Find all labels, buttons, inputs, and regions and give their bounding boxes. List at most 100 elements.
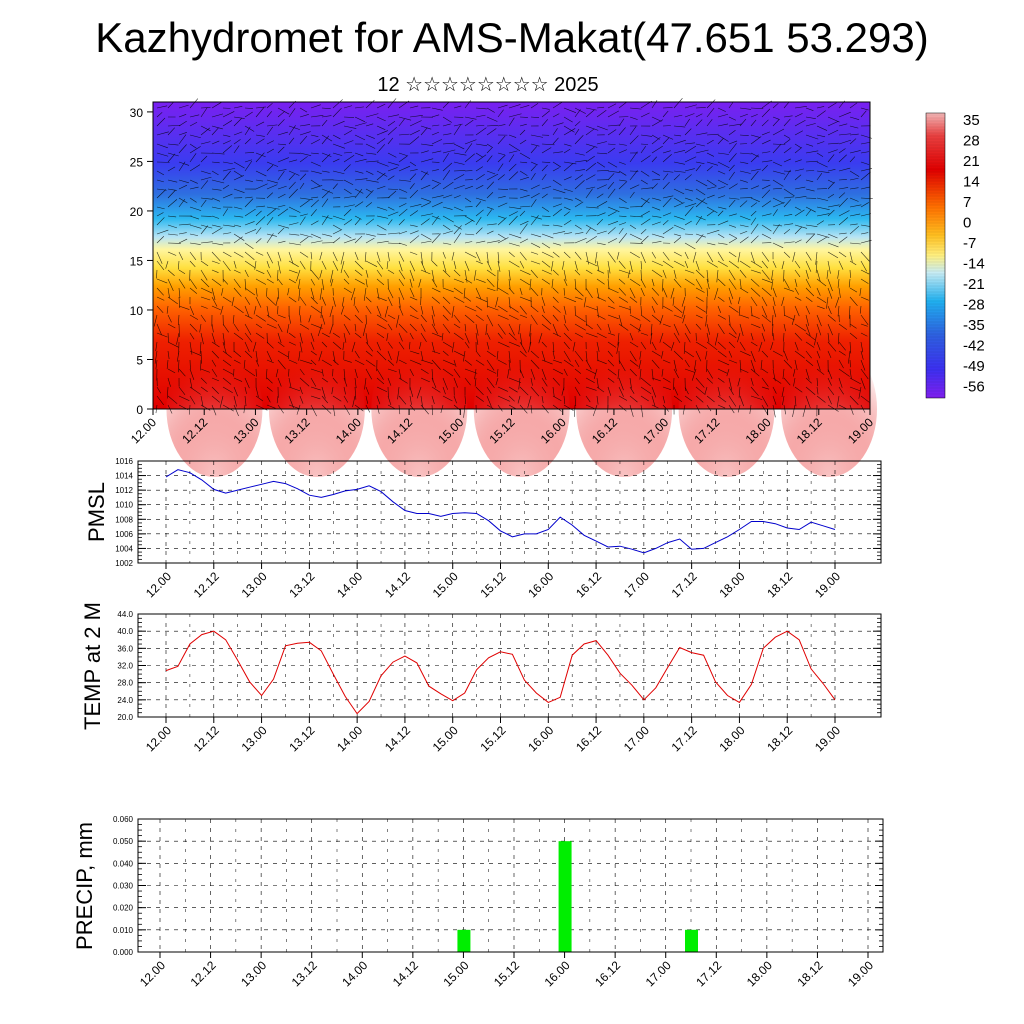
wind-barb: [826, 296, 829, 309]
wind-barb: [783, 134, 791, 139]
wind-barb: [838, 404, 847, 410]
wind-barb: [266, 251, 274, 264]
wind-barb: [398, 179, 411, 182]
wind-barb: [420, 184, 431, 190]
wind-barb: [409, 296, 418, 301]
wind-barb: [288, 108, 296, 118]
wind-barb: [486, 192, 494, 199]
wind-barb: [486, 116, 498, 122]
wind-barb: [563, 206, 571, 211]
wind-barb: [365, 237, 375, 244]
wind-barb: [497, 104, 508, 109]
wind-barb: [277, 204, 286, 208]
wind-barb: [409, 260, 416, 272]
wind-barb: [618, 386, 624, 397]
wind-barb: [761, 368, 769, 374]
wind-barb: [418, 278, 422, 288]
wind-barb: [541, 251, 554, 258]
wind-barb: [211, 305, 221, 311]
wind-barb: [639, 368, 642, 380]
wind-barb: [596, 278, 605, 285]
wind-barb: [431, 377, 437, 389]
wind-barb: [233, 377, 243, 382]
wind-barb: [376, 185, 386, 190]
wind-barb: [541, 110, 551, 118]
wind-barb: [530, 386, 540, 397]
wind-barb: [728, 101, 734, 109]
wind-barb: [772, 197, 785, 204]
wind-barb: [310, 220, 319, 226]
wind-barb: [453, 184, 465, 190]
wind-barb: [672, 296, 675, 306]
wind-barb: [827, 242, 839, 248]
wind-barb: [177, 260, 180, 270]
wind-barb: [783, 138, 791, 145]
wind-barb: [409, 251, 418, 255]
wind-barb: [395, 314, 400, 328]
wind-barb: [486, 147, 493, 154]
wind-barb: [343, 140, 354, 145]
wind-barb: [717, 161, 730, 169]
wind-barb: [464, 197, 472, 203]
wind-barb: [342, 341, 345, 351]
wind-barb: [816, 377, 819, 387]
wind-barb: [585, 260, 598, 267]
wind-barb: [222, 145, 232, 154]
y-tick-label: 0.060: [113, 815, 134, 824]
x-tick-label: 12.00: [143, 723, 174, 754]
wind-barb: [156, 323, 162, 336]
wind-barb: [717, 278, 726, 287]
wind-barb: [277, 377, 282, 387]
wind-barb: [662, 181, 670, 190]
wind-barb: [266, 206, 280, 210]
wind-barb: [783, 278, 790, 289]
wind-barb: [805, 143, 814, 147]
wind-barb: [156, 305, 164, 313]
wind-barb: [299, 216, 306, 226]
wind-barb: [618, 206, 629, 209]
wind-barb: [497, 323, 506, 335]
wind-barb: [607, 350, 614, 357]
wind-barb: [343, 204, 355, 208]
wind-barb: [682, 305, 686, 317]
wind-barb: [211, 197, 221, 202]
wind-barb: [222, 332, 226, 346]
wind-barb: [629, 135, 639, 145]
wind-barb: [255, 395, 264, 402]
wind-barb: [266, 341, 274, 349]
wind-barb: [497, 341, 510, 348]
wind-barb: [340, 260, 345, 274]
wind-barb: [189, 287, 198, 294]
wind-barb: [772, 332, 775, 341]
wind-barb: [728, 269, 736, 281]
wind-barb: [651, 221, 661, 226]
wind-barb: [728, 129, 736, 136]
wind-barb: [354, 386, 357, 400]
wind-barb: [167, 332, 169, 343]
wind-barb: [541, 242, 551, 249]
wind-barb: [409, 269, 415, 282]
wind-barb: [398, 116, 412, 121]
wind-barb: [805, 206, 816, 213]
wind-barb: [618, 359, 626, 372]
wind-barb: [387, 188, 399, 190]
wind-barb: [761, 323, 766, 332]
wind-barb: [233, 323, 239, 332]
wind-barb: [750, 296, 758, 307]
x-tick-label: 15.12: [477, 723, 508, 754]
wind-barb: [816, 141, 825, 145]
wind-barb: [781, 296, 785, 306]
wind-barb: [376, 296, 387, 302]
wind-barb: [508, 287, 515, 295]
wind-barb: [670, 287, 675, 299]
wind-barb: [563, 162, 574, 172]
wind-barb: [508, 278, 511, 289]
wind-barb: [607, 305, 615, 309]
wind-barb: [629, 224, 637, 230]
wind-barb: [299, 314, 302, 323]
wind-barb: [167, 233, 178, 236]
wind-barb: [706, 161, 719, 166]
